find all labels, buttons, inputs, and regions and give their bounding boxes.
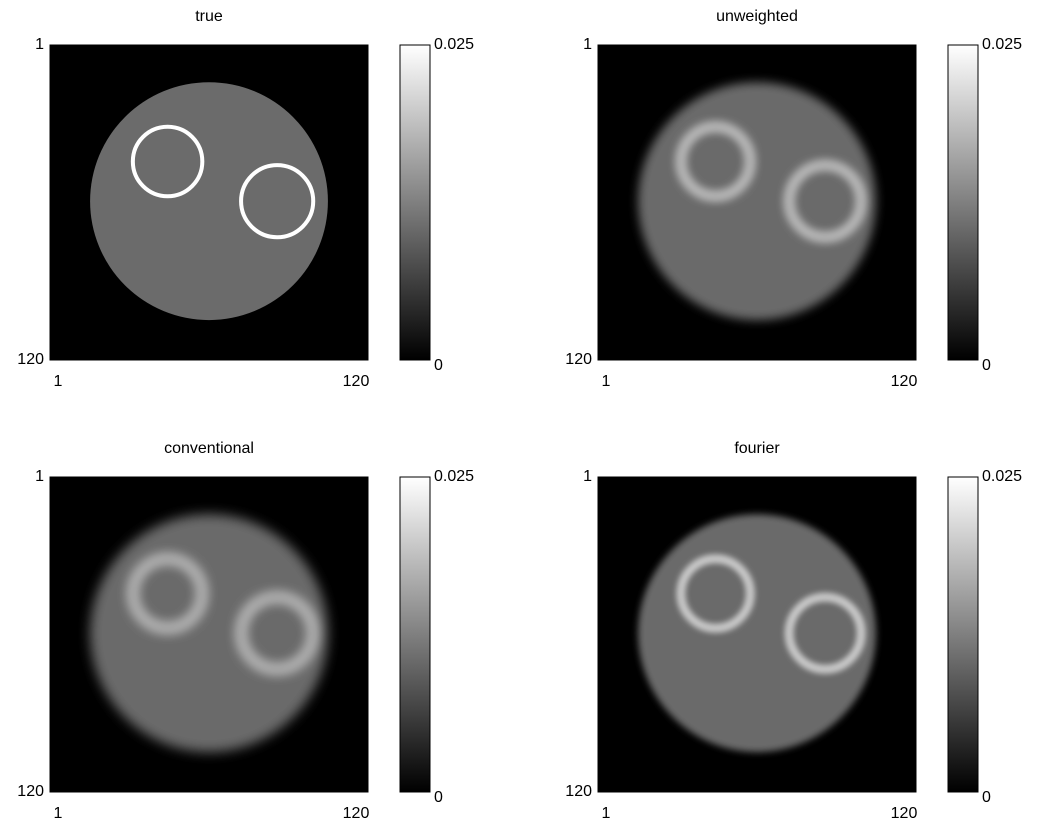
x-tick-label: 120 [343,373,370,390]
y-tick-label: 120 [565,351,592,368]
colorbar-tick-label: 0.025 [982,468,1022,485]
y-tick-label: 120 [17,351,44,368]
colorbar-tick-label: 0 [434,357,443,374]
y-tick-label: 1 [583,36,592,53]
disk [90,514,328,752]
colorbar-tick-label: 0 [982,789,991,806]
image-content [90,82,328,320]
image [598,45,916,360]
colorbar [948,45,978,360]
colorbar-tick-label: 0.025 [434,36,474,53]
y-tick-label: 120 [17,783,44,800]
panel-title: conventional [164,440,254,457]
x-tick-label: 120 [891,805,918,822]
colorbar-tick-label: 0 [982,357,991,374]
image-content [638,82,876,320]
x-tick-label: 120 [343,805,370,822]
y-tick-label: 1 [35,468,44,485]
disk [90,82,328,320]
image [50,45,368,360]
disk [638,82,876,320]
panel: fourier 1 120 1 120 0 0.025 [565,440,1022,822]
x-tick-label: 1 [602,805,611,822]
x-tick-label: 1 [54,373,63,390]
panel: unweighted 1 120 1 120 0 0.025 [565,8,1022,390]
figure: true 1 120 1 120 0 0.025 unweighted 1 120 1 120 0 0.0… [0,0,1043,829]
colorbar-tick-label: 0.025 [982,36,1022,53]
panel-title: unweighted [716,8,798,25]
image-content [90,514,328,752]
panel-title: true [195,8,223,25]
image-content [638,514,876,752]
panel: conventional 1 120 1 120 0 0.025 [17,440,474,822]
colorbar [400,477,430,792]
panel-title: fourier [734,440,780,457]
image [598,477,916,792]
y-tick-label: 120 [565,783,592,800]
colorbar-tick-label: 0 [434,789,443,806]
colorbar [948,477,978,792]
colorbar [400,45,430,360]
x-tick-label: 120 [891,373,918,390]
disk [638,514,876,752]
image [50,477,368,792]
x-tick-label: 1 [54,805,63,822]
y-tick-label: 1 [35,36,44,53]
panel: true 1 120 1 120 0 0.025 [17,8,474,390]
x-tick-label: 1 [602,373,611,390]
y-tick-label: 1 [583,468,592,485]
colorbar-tick-label: 0.025 [434,468,474,485]
